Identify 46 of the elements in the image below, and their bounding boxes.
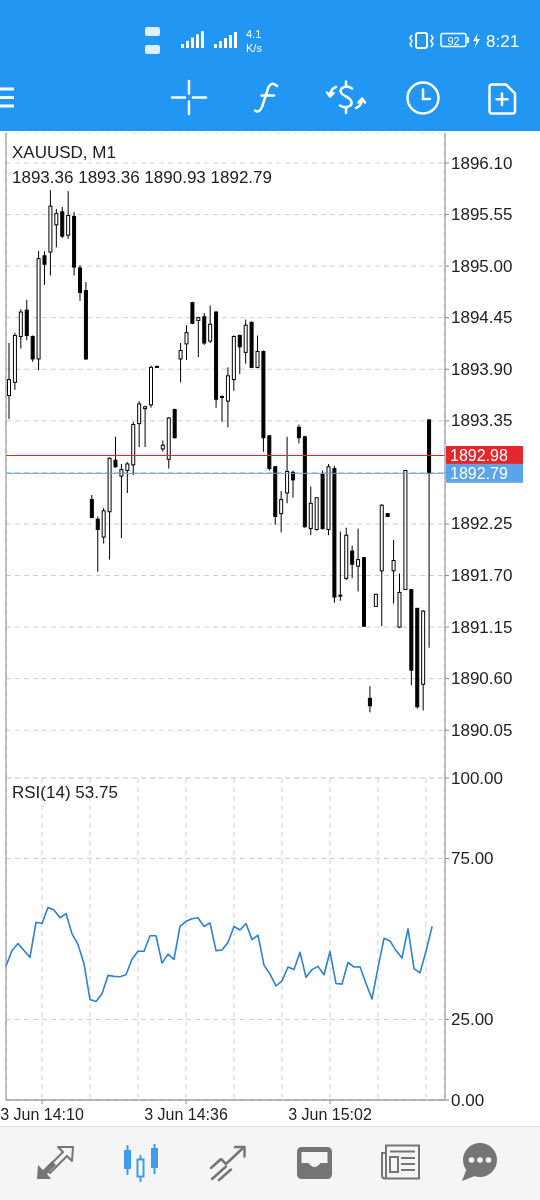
text: 92 — [447, 34, 460, 47]
y-tick-label: 100.00 — [451, 768, 503, 788]
ref-line-label: 1892.98 — [450, 447, 508, 464]
y-tick-label: 1894.45 — [451, 308, 513, 328]
candlestick — [237, 334, 242, 375]
candlestick — [356, 528, 361, 592]
candlestick — [296, 424, 301, 444]
candlestick — [208, 305, 213, 344]
candlestick — [184, 324, 189, 361]
candlestick — [291, 470, 295, 499]
x-tick-label: 3 Jun 14:10 — [0, 1105, 84, 1123]
candlestick — [143, 405, 148, 448]
text: 4.1 — [246, 28, 262, 40]
candlestick — [285, 436, 290, 504]
candlestick — [178, 342, 183, 383]
y-tick-label: 1896.10 — [451, 153, 513, 173]
text: 8:21 — [486, 31, 520, 51]
text: 1893.36 1893.36 1890.93 1892.79 — [12, 168, 272, 188]
text: XAUUSD, M1 — [12, 143, 116, 163]
candlestick — [350, 545, 355, 579]
y-tick-label: 1893.35 — [451, 411, 513, 431]
candlestick — [279, 490, 284, 533]
candlestick — [66, 190, 71, 240]
candlestick — [391, 539, 396, 605]
y-tick-label: 1895.00 — [451, 256, 513, 276]
y-tick-label: 1891.70 — [451, 566, 513, 585]
y-tick-label: 1891.15 — [451, 617, 513, 637]
y-tick-label: 1890.60 — [451, 669, 513, 689]
candlestick — [367, 685, 372, 713]
y-tick-label: 1890.05 — [451, 720, 513, 740]
candlestick — [220, 395, 224, 423]
candlestick — [95, 515, 100, 573]
x-tick-label: 3 Jun 15:02 — [288, 1105, 372, 1123]
candlestick — [7, 342, 11, 420]
chart-title: RSI(14) 53.75 — [12, 783, 118, 803]
y-tick-label: 75.00 — [451, 849, 494, 868]
y-tick-label: 25.00 — [451, 1010, 494, 1029]
x-tick-label: 3 Jun 14:36 — [144, 1105, 228, 1123]
text: K/s — [246, 42, 263, 54]
y-tick-label: 0.00 — [451, 1090, 485, 1110]
y-tick-label: 1895.55 — [451, 205, 513, 225]
ref-line-label: 1892.79 — [450, 464, 508, 482]
y-tick-label: 1893.90 — [451, 359, 513, 379]
candlestick — [137, 400, 142, 448]
line-series — [5, 906, 433, 1003]
y-tick-label: 1892.25 — [451, 514, 513, 534]
